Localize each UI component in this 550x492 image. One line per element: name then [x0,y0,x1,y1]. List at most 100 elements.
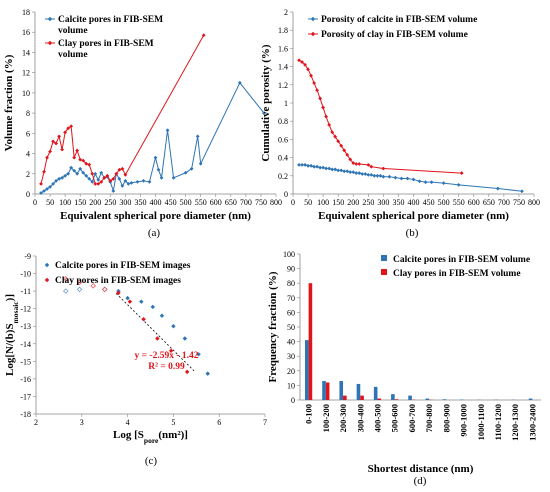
panel-d-y-tick-label: 100 [283,250,295,259]
panel-c-y-tick-label: -10 [20,270,31,279]
panel-c-series-1-point [127,299,133,304]
panel-a-series-0-point [57,176,61,181]
panel-c-y-tick-label: -14 [20,340,31,349]
panel-c-x-tick-label: 6 [217,418,221,427]
panel-a-series-0-point [39,191,43,195]
panel-b-series-0-point [312,164,316,169]
panel-a-series-1-point [111,176,116,181]
panel-d-series-0-bar [391,394,395,400]
panel-b-series-0-point [381,174,386,179]
panel-a-series-1-point [63,130,68,135]
panel-d-y-tick-label: 10 [287,381,295,390]
panel-b-series-1-point [315,88,319,93]
panel-b-series-1-point [306,67,310,72]
panel-c-x-tick-label: 3 [80,418,84,427]
panel-a-series-0-point [54,178,58,183]
panel-b-x-tick-label: 200 [347,198,359,207]
panel-a-series-1-point [96,181,101,186]
panel-a-series-1-point [69,124,74,129]
panel-b-series-0-point [372,173,377,178]
panel-a-series-0-point [117,176,122,181]
panel-b-series-0-point [393,175,398,180]
panel-a-x-tick-label: 250 [104,198,116,207]
panel-a-series-0-point [75,171,80,176]
panel-a-series-1-point [75,148,80,153]
panel-a-series-0-point [72,168,77,173]
panel-d-x-category-label: 800-900 [441,404,451,432]
panel-a-series-1-point [117,167,122,172]
panel-c-log-scatter-chart: -9 -10 -11 -12 -13 -14 -15 -16 -17 -182 3 4 5 6 7 y = -… [4,252,267,467]
panel-a-series-0-point [81,170,86,175]
panel-b-series-1-point [303,62,307,67]
panel-b-series-0-point [363,172,368,176]
panel-b-series-0-point [360,172,365,176]
panel-c-series-0-point [171,324,176,329]
panel-c-x-tick-label: 5 [171,418,175,427]
panel-a-series-1-point [120,166,125,171]
panel-b-series-0-point [348,170,353,175]
panel-b-y-tick-label: 1 [284,99,288,108]
panel-d-legend-swatch-0 [381,255,387,261]
panel-a-series-0-point [87,176,92,181]
panel-c-series-0-point [182,336,188,341]
panel-d-series-0-bar [339,381,344,400]
panel-c-y-tick-label: -18 [20,410,31,419]
panel-d-series-1-bar [325,382,330,400]
panel-a-series-0-point [237,80,242,85]
panel-c-fit-r2: R² = 0.99 [148,362,185,372]
panel-d-y-tick-label: 30 [287,352,295,361]
panel-c-series-1-point [90,283,97,289]
panel-d-x-category-label: 700-800 [424,404,434,432]
panel-c-y-tick-label: -11 [21,287,31,296]
panel-b-x-tick-label: 300 [377,198,389,207]
panel-b-legend-label-1: Porosity of clay in FIB-SEM volume [321,30,468,40]
panel-a-x-tick-label: 550 [195,198,207,207]
panel-a-y-tick-label: 14 [22,48,30,57]
panel-d-series-1-bar [360,395,364,400]
panel-d-frequency-bar-chart: 0 10 20 30 40 50 60 70 80 90 100 0-100 100-200 200-30… [267,250,541,487]
panel-a-series-1-point [72,155,77,160]
panel-a-series-0-point [198,161,203,166]
panel-b-series-0-point [375,173,380,178]
panel-d-series-0-bar [528,398,533,400]
panel-a-y-tick-label: 12 [22,69,30,78]
panel-c-fit-equation: y = -2.59x - 1.42 [135,351,199,361]
panel-b-series-0-point [351,170,356,175]
panel-b-series-0-point [357,171,362,175]
panel-b-series-1-point [357,162,362,166]
panel-b-series-1-point [318,96,323,101]
panel-b-x-tick-label: 100 [317,198,329,207]
panel-a-series-0-point [195,134,200,139]
panel-d-series-0-bar [322,381,326,400]
panel-b-y-tick-label: 0.2 [278,172,288,181]
panel-b-series-1-point [345,152,350,157]
panel-a-series-1-point [54,141,58,146]
panel-c-y-tick-label: -17 [20,392,31,401]
panel-a-legend-label-1: Clay pores in FIB-SEM volume [58,39,154,60]
panel-b-series-0-point [345,169,350,174]
panel-a-x-tick-label: 200 [89,198,101,207]
panel-b-series-1-point [354,162,359,166]
panel-b-series-0-point [369,172,374,177]
panel-a-x-tick-label: 400 [150,198,162,207]
panel-c-legend-label-1: Clay pores in FIB-SEM images [55,276,181,286]
panel-a-series-1-point [114,171,119,176]
panel-c-series-0-point [150,304,155,310]
panel-b-y-tick-label: 0.6 [278,135,288,144]
panel-b-series-1-point [300,60,304,64]
panel-b-series-0-point [354,171,359,175]
panel-a-y-tick-label: 4 [26,150,30,159]
panel-a-y-tick-label: 16 [22,28,30,37]
panel-a-series-0-point [183,170,188,175]
panel-a-x-tick-label: 450 [165,198,177,207]
panel-a-series-0-point [45,187,49,191]
panel-b-x-tick-label: 400 [408,198,420,207]
panel-b-y-tick-label: 1.6 [278,44,288,53]
panel-d-series-0-bar [442,399,447,400]
panel-d-x-category-label: 100-200 [321,404,331,432]
panel-b-x-tick-label: 0 [291,198,295,207]
panel-b-series-1-point [339,143,344,148]
panel-a-series-0-point [69,165,74,170]
panel-a-series-0-point [153,155,158,160]
panel-b-series-0-point [495,186,500,191]
